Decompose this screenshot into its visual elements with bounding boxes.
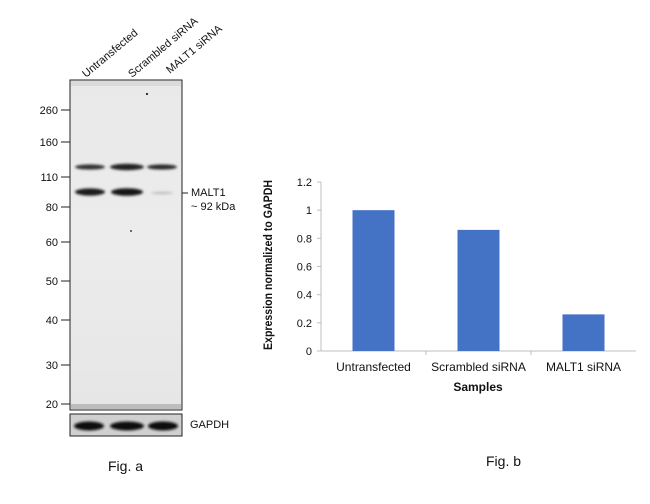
band-malt1-lane1 [75,188,105,196]
gapdh-band-lane3 [148,421,178,431]
blot-membrane [69,79,183,411]
band-upper-lane3 [147,164,177,170]
x-category-label: Untransfected [336,360,411,374]
marker-label-60: 60 [46,237,58,249]
bar-untransfected [352,210,395,351]
y-axis-title-group: Expression normalized to GAPDH [261,180,275,350]
blot-top-edge [71,81,181,86]
band-malt1-lane2 [111,188,143,196]
marker-label-160: 160 [40,137,58,149]
x-category-label: MALT1 siRNA [546,360,621,374]
x-category-label: Scrambled siRNA [431,360,526,374]
gapdh-band-lane2 [110,421,144,431]
marker-label-30: 30 [46,360,58,372]
caption-fig-b: Fig. b [486,453,521,469]
target-label: MALT1 [191,187,226,199]
target-size-label: ~ 92 kDa [191,201,236,213]
marker-label-110: 110 [40,172,58,184]
y-tick-label: 1 [306,205,312,217]
y-tick-label: 1.2 [297,177,312,189]
x-axis-title: Samples [453,380,503,394]
bar-chart: Expression normalized to GAPDH 0 0.2 0.4 0.… [261,177,636,469]
x-axis-categories: Untransfected Scrambled siRNA MALT1 siRNA [336,351,621,374]
y-tick-label: 0.6 [297,262,312,274]
band-upper-lane1 [75,164,105,170]
y-tick-label: 0.8 [297,233,312,245]
gapdh-band-lane1 [74,421,104,431]
y-tick-label: 0.4 [297,290,312,302]
blot-speck [145,92,149,96]
blot-dye-front [71,404,181,409]
band-upper-lane2 [110,163,144,171]
marker-label-260: 260 [40,105,58,117]
gapdh-label: GAPDH [190,419,229,431]
bar-malt1-sirna [562,314,605,351]
marker-label-50: 50 [46,276,58,288]
marker-label-20: 20 [46,399,58,411]
bar-scrambled-sirna [457,229,500,351]
blot-speck [130,230,132,232]
marker-label-80: 80 [46,202,58,214]
y-tick-label: 0.2 [297,318,312,330]
y-tick-label: 0 [306,346,312,358]
caption-fig-a: Fig. a [108,458,143,474]
marker-label-40: 40 [46,315,58,327]
marker-ticks [61,109,70,405]
western-blot-panel: Untransfected Scrambled siRNA MALT1 siRN… [40,15,237,474]
bars [352,210,605,351]
y-axis-title: Expression normalized to GAPDH [261,180,275,350]
y-axis-ticks: 0 0.2 0.4 0.6 0.8 1 1.2 [297,177,321,358]
band-malt1-lane3 [151,191,173,195]
